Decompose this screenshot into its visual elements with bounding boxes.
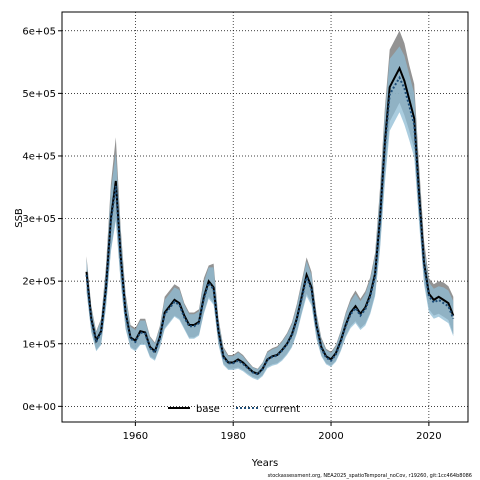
plot-frame xyxy=(61,11,469,423)
line-current xyxy=(85,75,455,376)
x-tick-label: 2020 xyxy=(416,431,441,442)
footnote: stockassessment.org, NEA2025_spatioTempo… xyxy=(268,473,472,479)
x-tick-label: 1980 xyxy=(220,431,245,442)
grid xyxy=(62,12,468,422)
x-tick-label: 2000 xyxy=(318,431,343,442)
y-axis-title: SSB xyxy=(14,208,25,228)
legend: base current xyxy=(168,404,300,415)
y-tick-label: 4e+05 xyxy=(22,151,56,162)
x-tick-label: 1960 xyxy=(123,431,148,442)
legend-label-current: current xyxy=(264,404,300,415)
x-axis-title: Years xyxy=(251,458,278,469)
confidence-bands xyxy=(86,30,454,381)
y-tick-label: 3e+05 xyxy=(22,214,56,225)
y-axis: 0e+00 1e+05 2e+05 3e+05 4e+05 5e+05 6e+05 xyxy=(22,26,62,413)
legend-label-base: base xyxy=(196,404,220,415)
band-current xyxy=(86,46,454,381)
x-axis: 1960 1980 2000 2020 xyxy=(123,422,442,442)
y-tick-label: 2e+05 xyxy=(22,277,56,288)
y-tick-label: 1e+05 xyxy=(22,339,56,350)
y-tick-label: 0e+00 xyxy=(22,402,56,413)
series-lines xyxy=(85,65,455,376)
y-tick-label: 6e+05 xyxy=(22,26,56,37)
y-tick-label: 5e+05 xyxy=(22,89,56,100)
line-base xyxy=(85,65,455,375)
